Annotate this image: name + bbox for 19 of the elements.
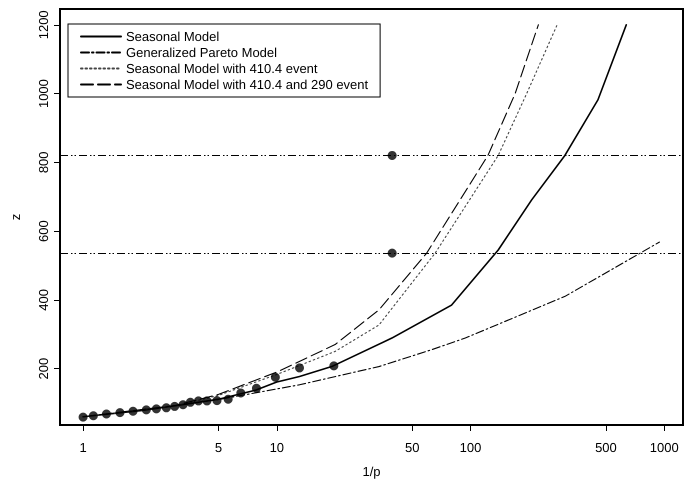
y-tick-label: 600 [36, 220, 51, 242]
x-axis-title: 1/p [362, 464, 381, 479]
x-tick-label: 100 [460, 440, 482, 455]
x-tick-label: 1000 [650, 440, 679, 455]
x-tick-label: 1 [79, 440, 87, 455]
y-axis-title: z [8, 214, 23, 220]
y-tick-label: 200 [36, 358, 51, 380]
x-tick-label: 50 [404, 440, 420, 455]
legend-label: Generalized Pareto Model [126, 45, 278, 60]
legend-label: Seasonal Model [126, 29, 220, 44]
x-tick-label: 10 [270, 440, 284, 455]
x-tick-label: 500 [595, 440, 617, 455]
x-tick-label: 5 [214, 440, 222, 455]
legend-label: Seasonal Model with 410.4 event [126, 61, 318, 76]
y-tick-label: 400 [36, 289, 51, 311]
y-tick-label: 1000 [36, 79, 51, 108]
legend-label: Seasonal Model with 410.4 and 290 event [126, 77, 369, 92]
y-tick-label: 800 [36, 151, 51, 174]
y-tick-label: 1200 [36, 10, 51, 40]
